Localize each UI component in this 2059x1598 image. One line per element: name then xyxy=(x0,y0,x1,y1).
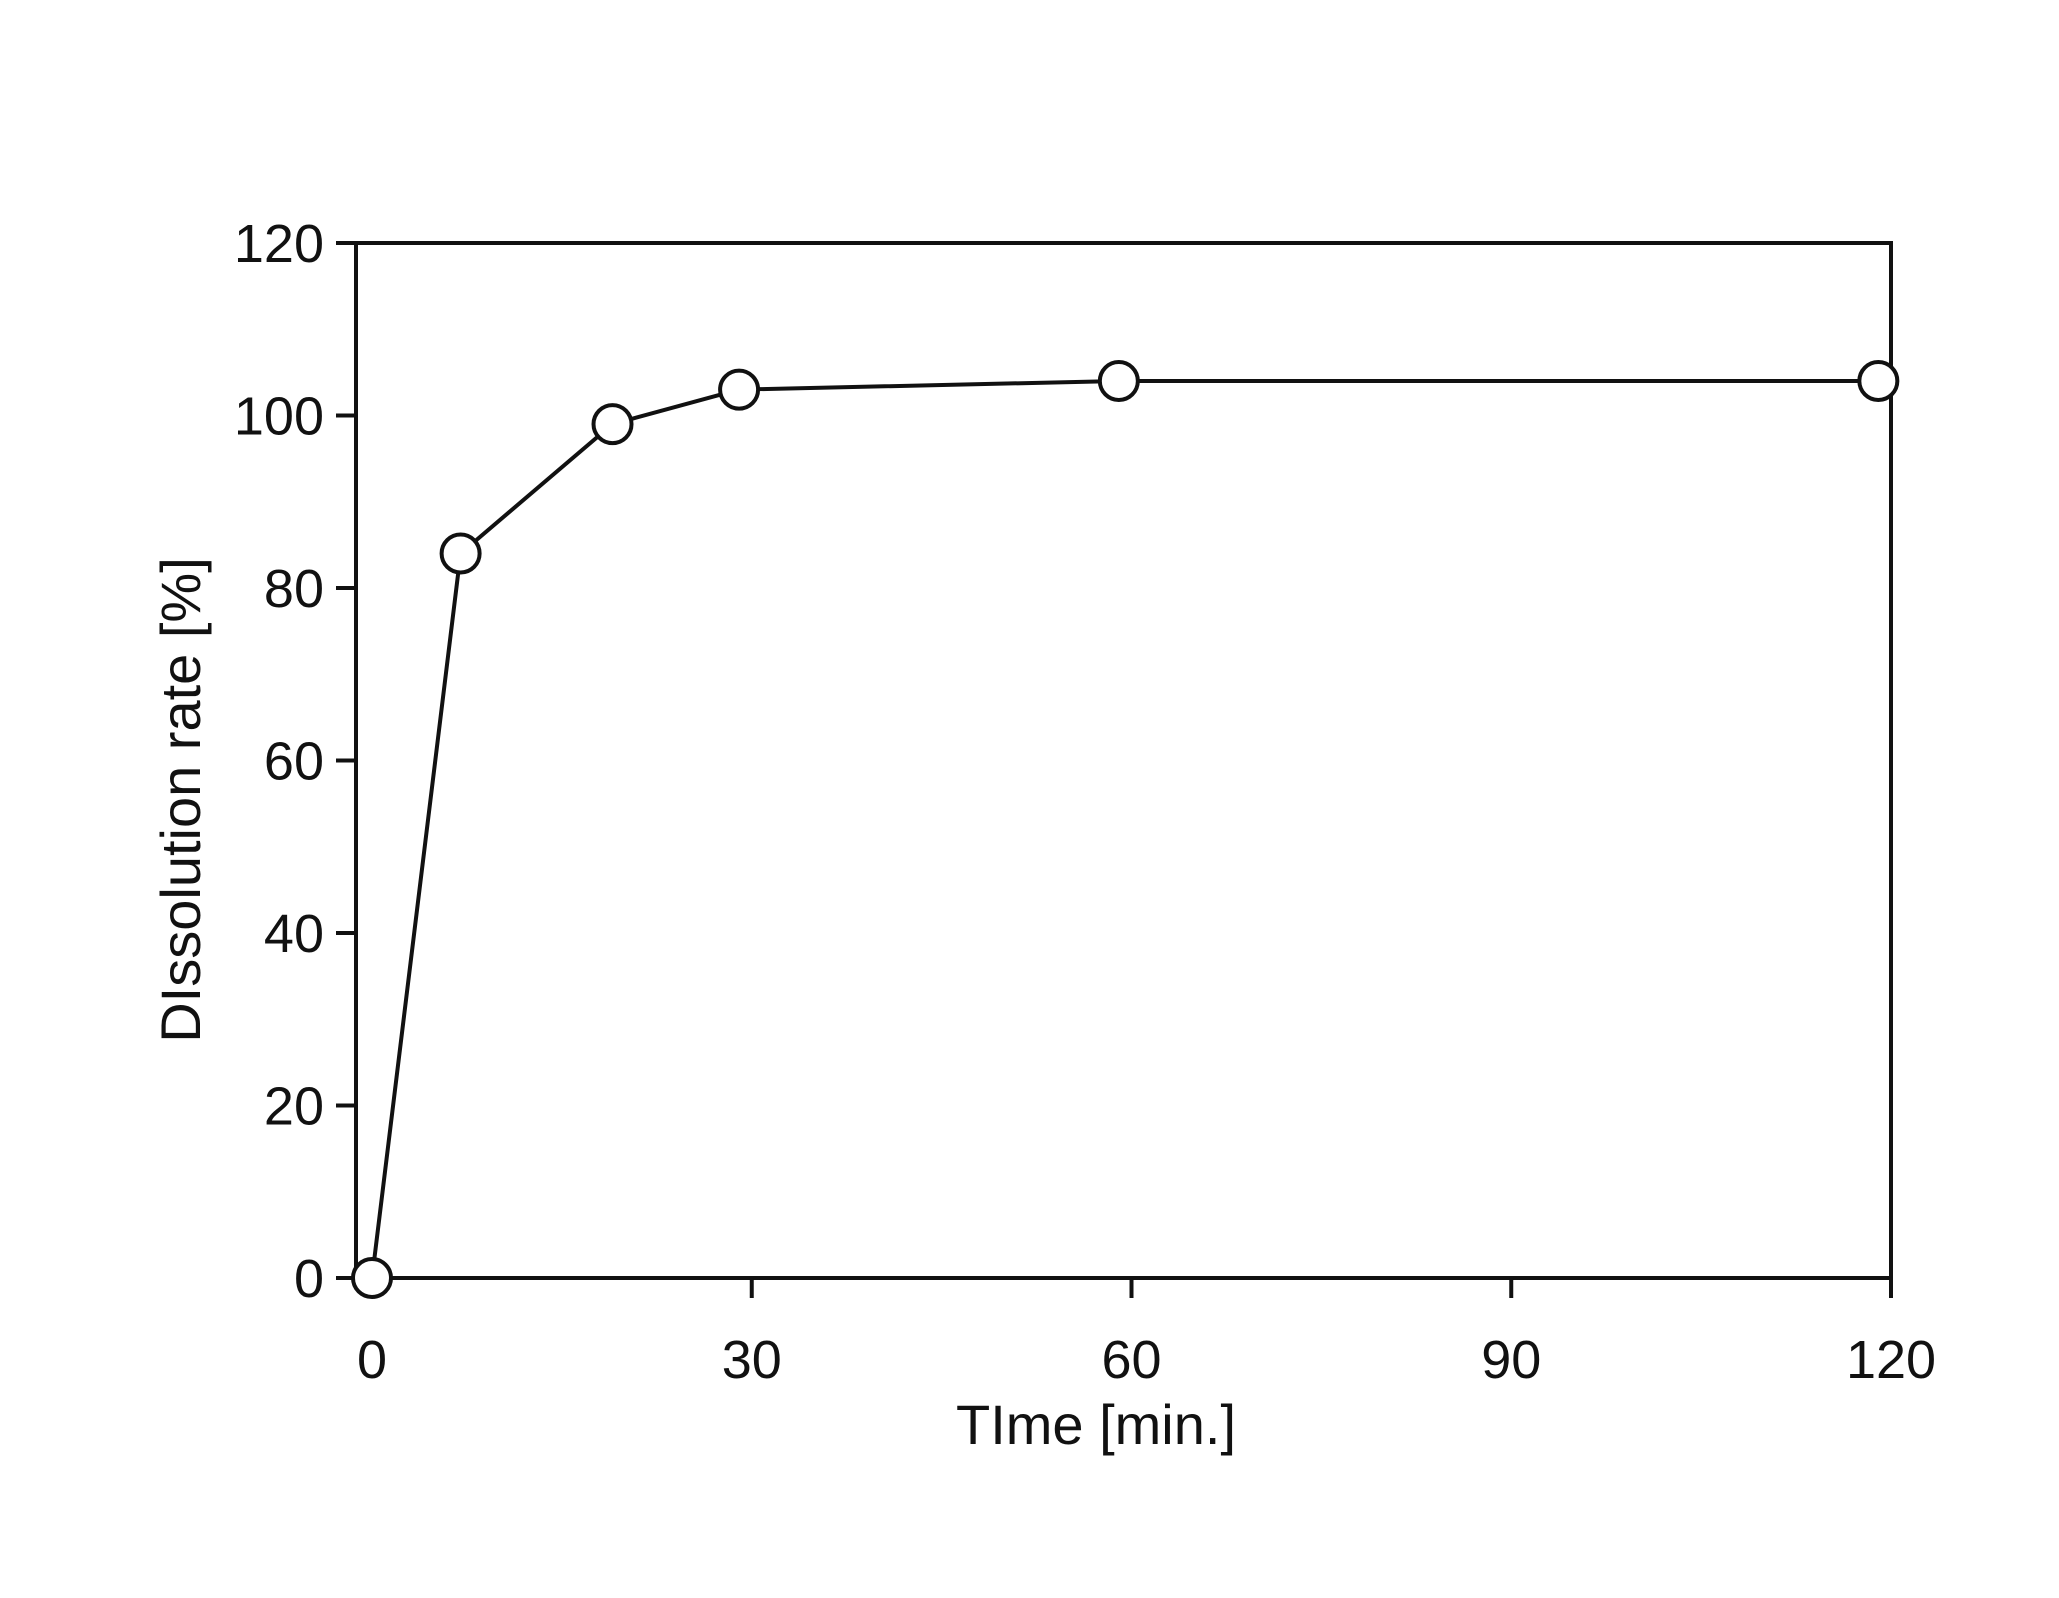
series-markers xyxy=(353,362,1897,1297)
x-axis-ticks: 0 30 60 90 120 xyxy=(357,1278,1936,1390)
y-axis-title: DIssolution rate [%] xyxy=(149,557,212,1043)
data-point xyxy=(353,1259,391,1297)
data-point xyxy=(720,371,758,409)
y-tick-label: 0 xyxy=(294,1249,324,1309)
y-tick-label: 40 xyxy=(264,904,324,964)
y-tick-label: 60 xyxy=(264,732,324,792)
data-point xyxy=(594,405,632,443)
data-point xyxy=(1100,362,1138,400)
x-axis-title: TIme [min.] xyxy=(956,1393,1236,1456)
data-point xyxy=(442,535,480,573)
y-tick-label: 120 xyxy=(234,214,324,274)
y-tick-label: 20 xyxy=(264,1077,324,1137)
y-axis-ticks: 0 20 40 60 80 100 120 xyxy=(234,214,356,1309)
y-tick-label: 100 xyxy=(234,387,324,447)
y-tick-label: 80 xyxy=(264,559,324,619)
x-tick-label: 120 xyxy=(1846,1330,1936,1390)
x-tick-label: 90 xyxy=(1481,1330,1541,1390)
data-point xyxy=(1859,362,1897,400)
x-tick-label: 0 xyxy=(357,1330,387,1390)
x-tick-label: 60 xyxy=(1101,1330,1161,1390)
series-line xyxy=(372,381,1878,1278)
series-lines xyxy=(372,381,1878,1278)
x-tick-label: 30 xyxy=(722,1330,782,1390)
